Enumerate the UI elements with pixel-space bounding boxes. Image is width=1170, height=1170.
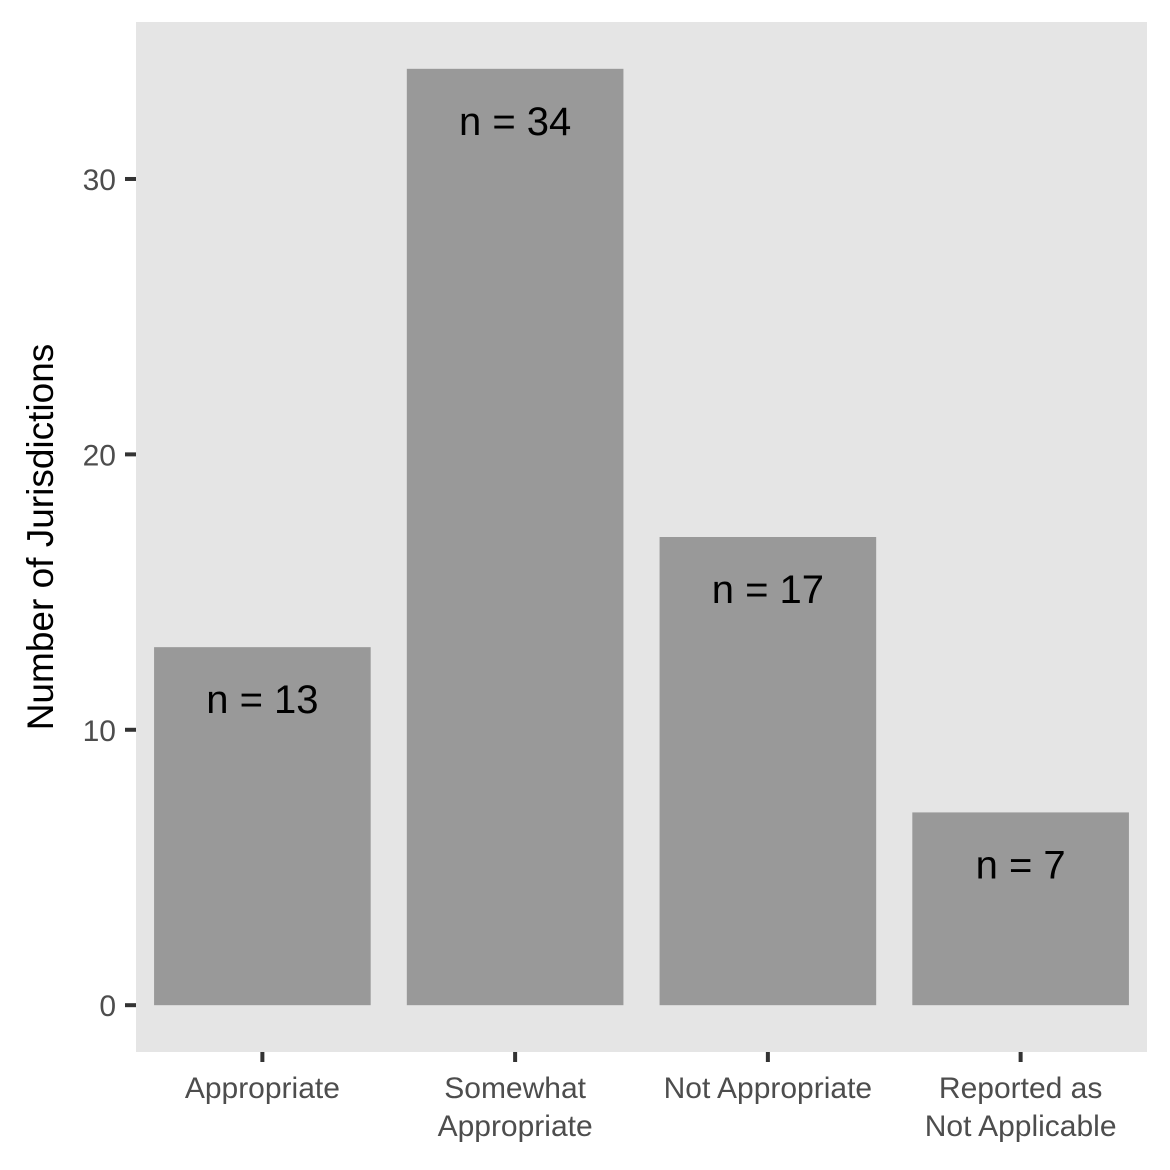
data-labels: n = 13 n = 34 n = 17 n = 7 xyxy=(206,100,1065,888)
y-axis: 0 10 20 30 xyxy=(83,164,136,1023)
x-tick-label: Somewhat Appropriate xyxy=(438,1072,593,1143)
bars xyxy=(154,68,1129,1006)
x-tick-label: Appropriate xyxy=(185,1072,340,1105)
bar-value-label: n = 17 xyxy=(712,568,824,612)
y-tick-label: 30 xyxy=(83,164,116,197)
bar xyxy=(659,537,877,1006)
bar xyxy=(154,647,371,1006)
y-tick-label: 0 xyxy=(99,990,116,1023)
y-tick-label: 10 xyxy=(83,715,116,748)
bar-value-label: n = 34 xyxy=(459,100,571,144)
x-tick-label: Reported as Not Applicable xyxy=(925,1072,1117,1143)
y-tick-label: 20 xyxy=(83,439,116,472)
y-axis-title: Number of Jurisdictions xyxy=(20,344,61,731)
x-tick-label: Not Appropriate xyxy=(664,1072,872,1105)
bar-value-label: n = 13 xyxy=(206,678,318,722)
bar xyxy=(406,68,624,1006)
bar-value-label: n = 7 xyxy=(976,843,1066,887)
bar xyxy=(912,812,1129,1006)
x-axis: Appropriate Somewhat Appropriate Not Approp… xyxy=(185,1052,1117,1143)
